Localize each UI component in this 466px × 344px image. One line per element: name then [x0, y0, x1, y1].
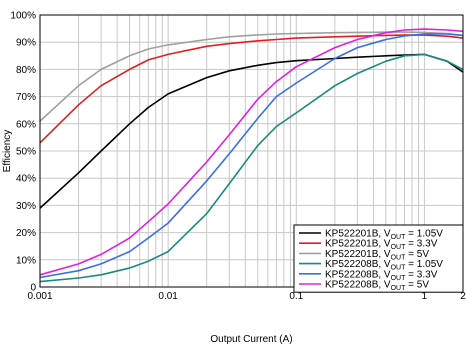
x-tick-label: 0.01 — [158, 291, 178, 302]
legend-entry: KP522201B, VOUT = 3.3V — [325, 239, 438, 252]
series-line-5 — [39, 33, 464, 279]
y-tick-label: 80% — [16, 65, 36, 76]
legend-box — [293, 224, 464, 293]
x-tick-label: 2 — [460, 291, 466, 302]
y-tick-label: 40% — [16, 174, 36, 185]
x-tick-label: 0.1 — [289, 291, 303, 302]
legend-entry: KP522208B, VOUT = 3.3V — [325, 269, 438, 282]
y-tick-label: 100% — [10, 11, 36, 22]
y-tick-labels: 0 10% 20% 30% 40% 50% 60% 70% 80% 90% 100% — [10, 11, 36, 294]
series-line-1 — [39, 53, 464, 209]
y-tick-label: 70% — [16, 92, 36, 103]
y-tick-label: 20% — [16, 228, 36, 239]
series-lines — [39, 28, 464, 283]
x-tick-labels: 0.001 0.01 0.1 1 2 — [27, 291, 466, 302]
x-axis-title: Output Current (A) — [210, 334, 292, 344]
x-tick-label: 0.001 — [27, 291, 52, 302]
series-line-6 — [39, 28, 464, 276]
y-tick-label: 0 — [30, 283, 36, 294]
x-tick-label: 1 — [422, 291, 428, 302]
plot-frame — [39, 14, 464, 288]
series-line-4 — [39, 53, 464, 283]
series-line-3 — [39, 31, 464, 122]
legend-entry: KP522208B, VOUT = 5V — [325, 280, 429, 293]
legend-entry: KP522201B, VOUT = 1.05V — [325, 229, 443, 242]
y-tick-label: 30% — [16, 201, 36, 212]
legend-entry: KP522208B, VOUT = 1.05V — [325, 259, 443, 272]
legend-entry: KP522201B, VOUT = 5V — [325, 249, 429, 262]
y-tick-label: 50% — [16, 147, 36, 158]
y-tick-label: 10% — [16, 255, 36, 266]
y-axis-title: Efficiency — [2, 130, 13, 173]
y-tick-label: 90% — [16, 38, 36, 49]
y-tick-label: 60% — [16, 119, 36, 130]
